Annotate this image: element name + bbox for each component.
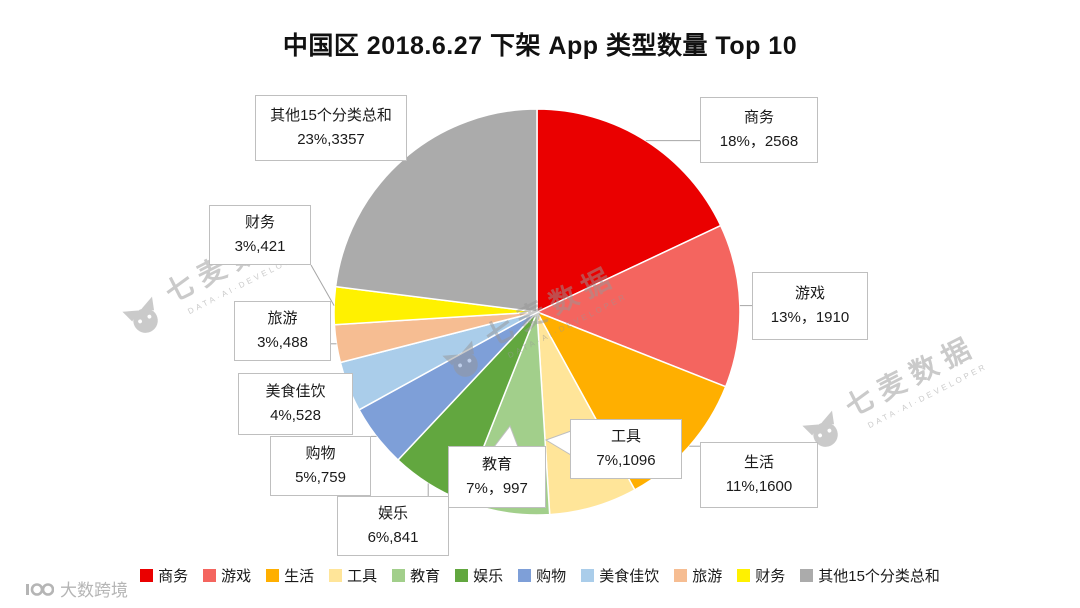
pie-slice-游戏 (535, 224, 741, 388)
legend-swatch (140, 569, 154, 582)
legend-item-其他15个分类总和: 其他15个分类总和 (800, 565, 940, 586)
legend-swatch (203, 569, 217, 582)
footer-logo: 大数跨境 (24, 576, 128, 601)
slice-label-value: 3%,421 (234, 238, 286, 255)
slice-label-name: 其他15个分类总和 (270, 107, 392, 124)
legend-label: 美食佳饮 (599, 568, 660, 585)
legend-label: 购物 (536, 568, 567, 585)
slice-label-value: 23%,3357 (297, 131, 365, 148)
callout-pointer-教育 (492, 424, 519, 448)
slice-label-购物: 购物 5%,759 (270, 436, 371, 496)
slice-label-游戏: 游戏 13%，1910 (752, 272, 868, 340)
legend-item-生活: 生活 (266, 565, 314, 586)
legend-swatch (266, 569, 280, 582)
legend-item-财务: 财务 (737, 565, 785, 586)
slice-label-value: 13%，1910 (770, 309, 850, 326)
slice-label-娱乐: 娱乐 6%,841 (337, 496, 449, 556)
slice-label-name: 工具 (610, 428, 641, 445)
slice-label-商务: 商务 18%，2568 (700, 97, 818, 163)
legend-swatch (455, 569, 469, 582)
slice-label-name: 游戏 (794, 285, 825, 302)
slice-label-value: 3%,488 (257, 334, 308, 351)
slice-label-财务: 财务 3%,421 (209, 205, 311, 265)
slice-label-value: 18%，2568 (719, 133, 799, 150)
callout-pointer-工具 (544, 430, 572, 456)
legend-item-工具: 工具 (329, 565, 377, 586)
legend-label: 生活 (284, 568, 315, 585)
slice-label-name: 财务 (244, 214, 275, 231)
footer-logo-text: 大数跨境 (60, 581, 128, 600)
legend-label: 教育 (410, 568, 441, 585)
legend-label: 旅游 (692, 568, 723, 585)
legend-swatch (674, 569, 688, 582)
legend-label: 游戏 (221, 568, 252, 585)
leader-line-财务 (310, 264, 335, 306)
legend-swatch (800, 569, 814, 582)
slice-label-value: 4%,528 (270, 407, 321, 424)
legend-swatch (518, 569, 532, 582)
slice-label-旅游: 旅游 3%,488 (234, 301, 331, 361)
legend-swatch (329, 569, 343, 582)
legend-item-旅游: 旅游 (674, 565, 722, 586)
legend-swatch (737, 569, 751, 582)
slice-label-name: 生活 (743, 454, 774, 471)
slice-label-name: 教育 (481, 456, 512, 473)
chart-title: 中国区 2018.6.27 下架 App 类型数量 Top 10 (282, 32, 798, 60)
legend-swatch (581, 569, 595, 582)
slice-label-name: 美食佳饮 (265, 383, 326, 400)
legend-label: 娱乐 (473, 568, 504, 585)
legend-swatch (392, 569, 406, 582)
legend-item-商务: 商务 (140, 565, 188, 586)
legend-item-游戏: 游戏 (203, 565, 251, 586)
slice-label-value: 5%,759 (295, 469, 346, 486)
slice-label-其他15个分类总和: 其他15个分类总和 23%,3357 (255, 95, 407, 161)
slice-label-工具: 工具 7%,1096 (570, 419, 682, 479)
legend-item-教育: 教育 (392, 565, 440, 586)
slice-label-name: 购物 (305, 445, 336, 462)
legend-item-娱乐: 娱乐 (455, 565, 503, 586)
slice-label-value: 6%,841 (367, 529, 419, 546)
slice-label-美食佳饮: 美食佳饮 4%,528 (238, 373, 353, 435)
legend-label: 工具 (347, 568, 378, 585)
slice-label-教育: 教育 7%，997 (448, 446, 546, 508)
legend-label: 其他15个分类总和 (818, 568, 940, 585)
dashu-logo-icon (26, 582, 54, 596)
slice-label-value: 11%,1600 (725, 478, 793, 495)
legend-item-购物: 购物 (518, 565, 566, 586)
slice-label-生活: 生活 11%,1600 (700, 442, 818, 508)
legend: 商务 游戏 生活 工具 教育 娱乐 购物 美食佳饮 旅游 财务 其他15个分类总和 (0, 565, 1080, 586)
slice-label-value: 7%，997 (466, 480, 528, 497)
legend-label: 财务 (755, 568, 786, 585)
slice-label-name: 旅游 (267, 310, 298, 327)
slice-label-name: 娱乐 (377, 505, 408, 522)
slice-label-value: 7%,1096 (596, 452, 656, 469)
legend-item-美食佳饮: 美食佳饮 (581, 565, 659, 586)
legend-label: 商务 (158, 568, 189, 585)
slice-label-name: 商务 (743, 109, 774, 126)
pie-slice-商务 (536, 108, 722, 314)
